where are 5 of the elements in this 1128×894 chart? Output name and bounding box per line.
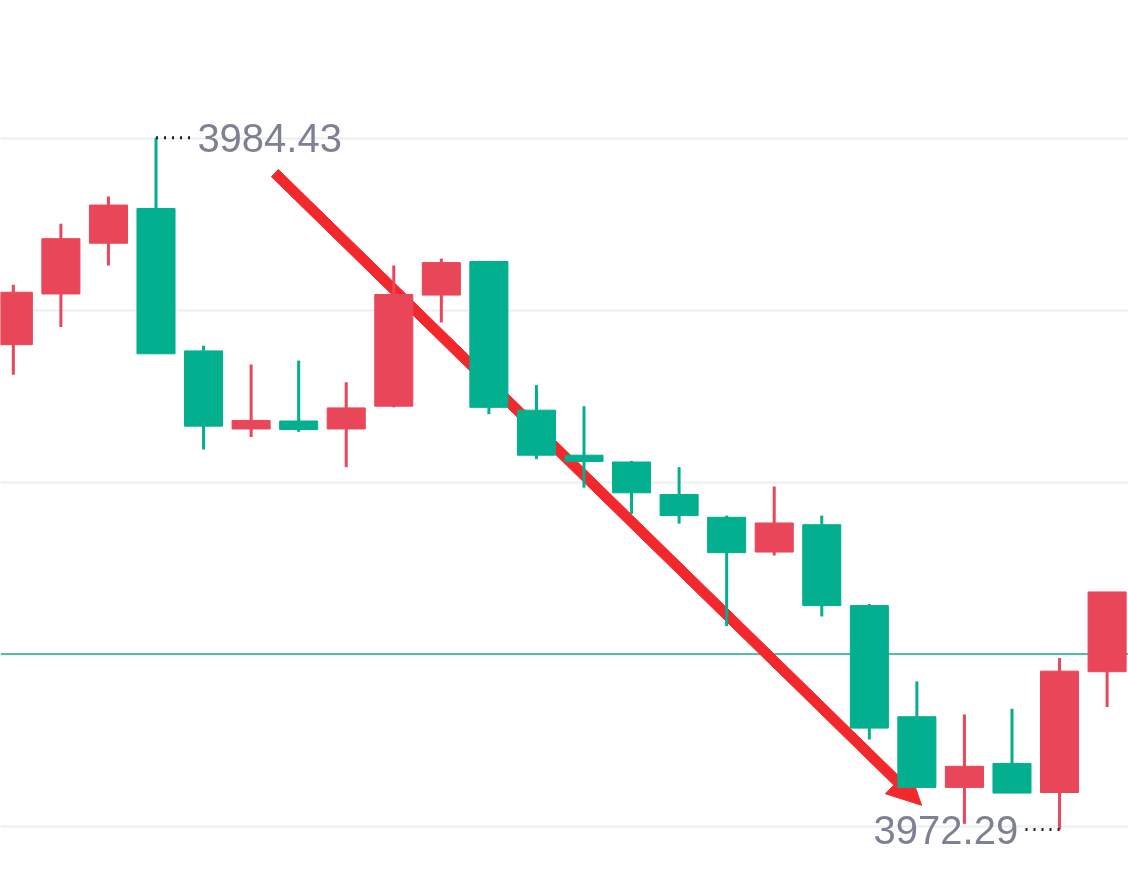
- annotation: 3984.43: [197, 115, 342, 160]
- candlestick: [231, 364, 271, 437]
- candlestick: [564, 406, 604, 488]
- candlestick: [279, 360, 319, 432]
- annotation: 3972.29: [873, 807, 1019, 852]
